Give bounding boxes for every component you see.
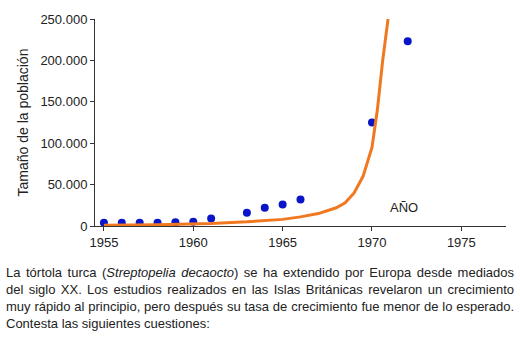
- svg-text:150.000: 150.000: [40, 94, 87, 109]
- svg-text:1955: 1955: [89, 235, 118, 250]
- svg-text:1965: 1965: [268, 235, 297, 250]
- svg-text:1970: 1970: [358, 235, 387, 250]
- html-text:La tórtola turca (Streptopelia: La tórtola turca (Streptopelia decaocto)…: [6, 265, 514, 331]
- svg-text:1960: 1960: [179, 235, 208, 250]
- svg-text:250.000: 250.000: [40, 12, 87, 27]
- svg-text:100.000: 100.000: [40, 136, 87, 151]
- svg-text:1975: 1975: [447, 235, 476, 250]
- svg-text:0: 0: [80, 219, 87, 234]
- svg-text:Tamaño de la población: Tamaño de la población: [15, 49, 31, 197]
- svg-text:AÑO: AÑO: [390, 200, 418, 215]
- svg-text:200.000: 200.000: [40, 53, 87, 68]
- svg-text:50.000: 50.000: [48, 177, 88, 192]
